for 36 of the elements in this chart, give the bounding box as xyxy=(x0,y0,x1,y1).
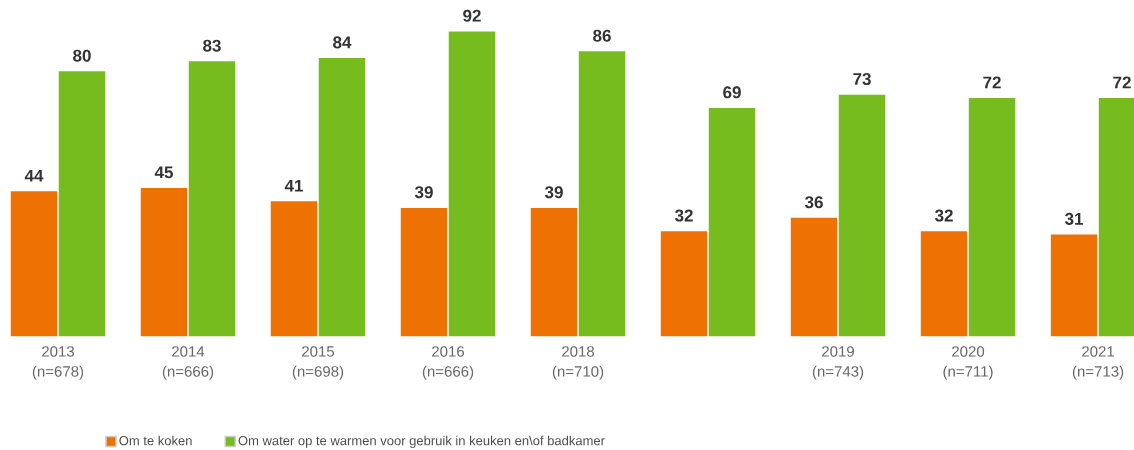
x-tick-label: 2019 (n=743) xyxy=(812,346,864,380)
data-label: 92 xyxy=(463,9,481,22)
x-tick-label: 2016 (n=666) xyxy=(422,346,474,380)
data-label: 41 xyxy=(284,179,303,192)
data-label: 32 xyxy=(674,209,693,222)
data-label: 36 xyxy=(804,196,823,209)
data-label: 69 xyxy=(723,86,741,99)
x-tick-label: 2013 (n=678) xyxy=(32,346,84,380)
data-label: 83 xyxy=(203,39,221,52)
legend-label: Om water op te warmen voor gebruik in keuken en\of badkamer xyxy=(238,435,605,448)
data-label: 72 xyxy=(983,76,1001,89)
data-label: 84 xyxy=(333,36,352,49)
bar xyxy=(967,96,1017,338)
data-label: 80 xyxy=(73,49,91,62)
bar xyxy=(577,49,627,338)
bar xyxy=(447,29,497,338)
x-tick-label: 2014 (n=666) xyxy=(162,346,214,380)
data-label: 31 xyxy=(1064,212,1084,225)
x-tick-label: 2020 (n=711) xyxy=(943,346,993,380)
bar xyxy=(57,69,107,338)
data-label: 86 xyxy=(593,29,611,42)
legend-label: Om te koken xyxy=(119,435,192,446)
data-label: 45 xyxy=(154,166,173,179)
data-label: 39 xyxy=(414,186,433,199)
x-tick-label: 2018 (n=710) xyxy=(552,346,604,380)
data-label: 32 xyxy=(934,209,953,222)
bar xyxy=(837,93,887,338)
x-tick-label: 2015 (n=698) xyxy=(292,346,344,380)
bar xyxy=(317,56,367,338)
data-label: 39 xyxy=(544,186,563,199)
bar xyxy=(187,59,237,338)
data-label: 73 xyxy=(853,72,871,86)
data-label: 44 xyxy=(24,169,44,182)
x-tick-label: 2021 (n=713) xyxy=(1072,346,1124,380)
bar xyxy=(707,106,757,338)
data-label: 72 xyxy=(1113,76,1131,89)
